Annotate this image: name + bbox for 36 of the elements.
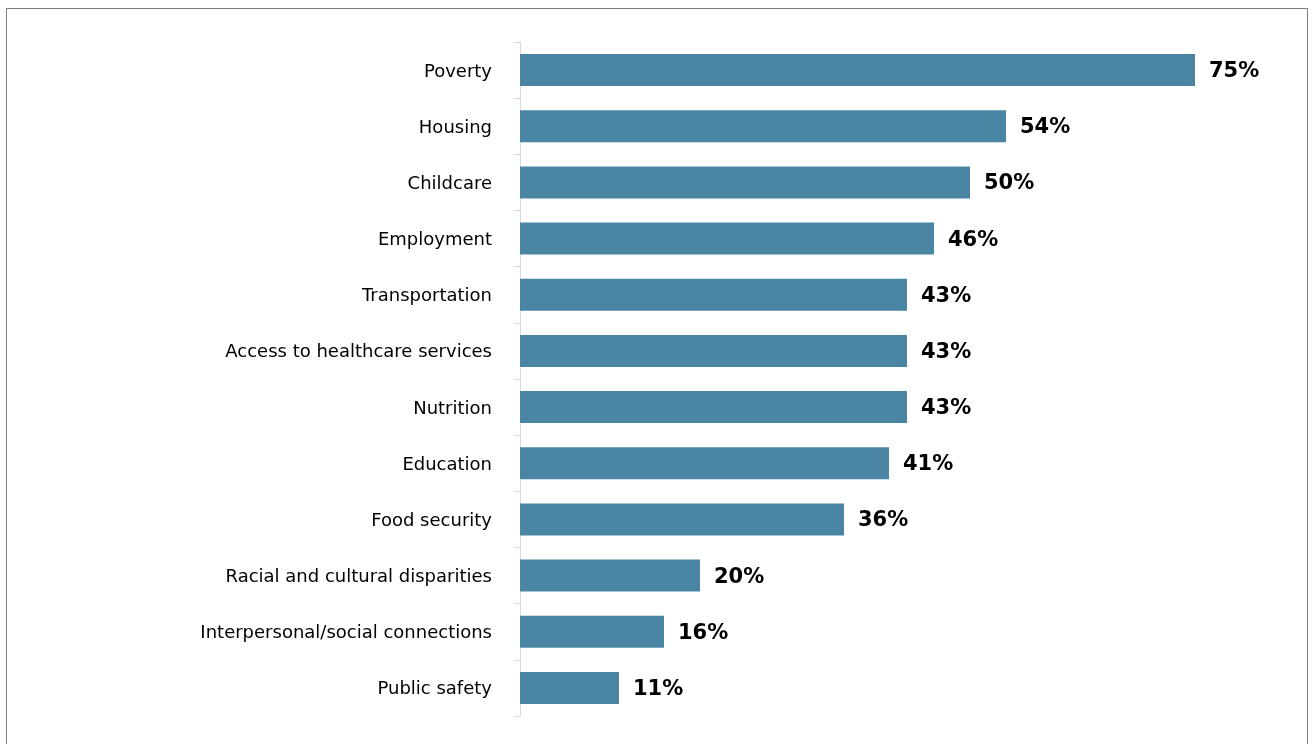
- data-label: 43%: [921, 395, 972, 420]
- data-label: 50%: [984, 170, 1035, 195]
- bar: [520, 54, 1195, 87]
- data-label: 75%: [1209, 58, 1260, 83]
- y-tick-label: Housing: [418, 115, 492, 137]
- bar: [520, 391, 907, 424]
- bar: [520, 166, 970, 199]
- y-tick-label: Employment: [377, 228, 492, 250]
- bar: [520, 334, 907, 367]
- y-tick-label: Racial and cultural disparities: [225, 565, 492, 587]
- bar: [520, 503, 844, 536]
- y-tick-label: Interpersonal/social connections: [200, 621, 492, 643]
- data-label: 43%: [921, 282, 972, 307]
- bar: [520, 278, 907, 311]
- data-label: 20%: [714, 563, 765, 588]
- data-label: 16%: [678, 619, 729, 644]
- data-label: 46%: [948, 226, 999, 251]
- y-tick-label: Access to healthcare services: [225, 340, 492, 362]
- bar: [520, 671, 619, 704]
- y-tick-label: Public safety: [377, 677, 493, 699]
- bar: [520, 110, 1006, 143]
- data-label: 36%: [858, 507, 909, 532]
- data-label: 41%: [903, 451, 954, 476]
- data-label: 54%: [1020, 114, 1071, 139]
- y-tick-label: Food security: [371, 508, 493, 530]
- y-tick-label: Childcare: [407, 171, 492, 193]
- y-tick-label: Nutrition: [413, 396, 492, 418]
- y-tick-label: Poverty: [423, 59, 493, 81]
- bar: [520, 559, 700, 592]
- y-tick-label: Transportation: [361, 284, 492, 306]
- bar: [520, 222, 934, 255]
- data-label: 43%: [921, 338, 972, 363]
- bar: [520, 447, 889, 480]
- data-label: 11%: [633, 675, 684, 700]
- y-tick-label: Education: [402, 452, 492, 474]
- bar: [520, 615, 664, 648]
